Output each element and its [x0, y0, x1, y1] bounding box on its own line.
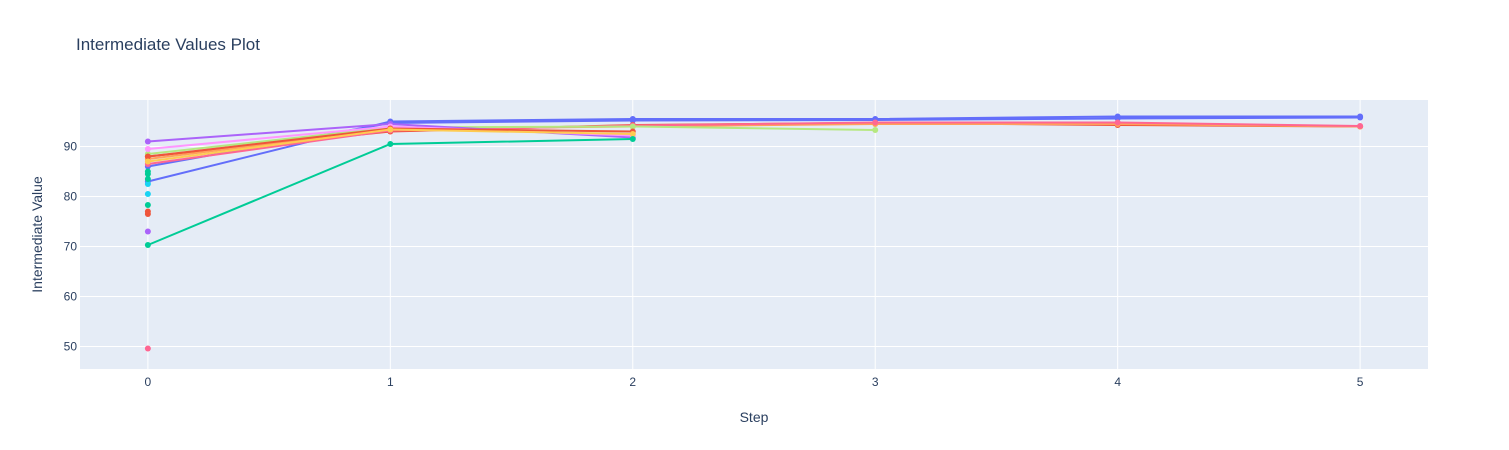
series-18: [144, 181, 151, 187]
y-tick-label: 80: [64, 190, 78, 204]
data-point[interactable]: [144, 202, 151, 208]
data-point[interactable]: [144, 146, 151, 152]
data-point[interactable]: [629, 117, 636, 124]
data-point[interactable]: [144, 168, 151, 175]
x-tick-label: 5: [1357, 375, 1364, 389]
y-tick-label: 50: [64, 340, 78, 354]
data-point[interactable]: [387, 141, 394, 147]
data-point[interactable]: [1357, 114, 1364, 121]
data-point[interactable]: [144, 181, 151, 187]
x-axis-title: Step: [740, 409, 769, 425]
series-line: [147, 125, 876, 155]
data-point[interactable]: [144, 228, 151, 235]
data-point[interactable]: [144, 138, 151, 145]
series-layer: [144, 113, 1364, 352]
grid-lines: [80, 100, 1428, 369]
data-point[interactable]: [144, 208, 151, 215]
series-21: [144, 168, 151, 175]
data-point[interactable]: [1357, 123, 1364, 129]
series-12: [144, 345, 151, 352]
data-point[interactable]: [629, 131, 636, 137]
x-tick-label: 0: [145, 375, 152, 389]
data-point[interactable]: [144, 242, 151, 248]
chart-title: Intermediate Values Plot: [76, 35, 260, 54]
series-19: [144, 176, 151, 182]
y-axis-title: Intermediate Value: [29, 176, 45, 293]
data-point[interactable]: [144, 176, 151, 182]
tick-labels: 0 1 2 3 4 5 50 60 70 80 90: [64, 140, 1364, 390]
series-17: [144, 191, 151, 197]
data-point[interactable]: [144, 191, 151, 197]
series-13: [144, 228, 151, 235]
series-11: [144, 136, 636, 248]
plot-area: [80, 100, 1428, 369]
x-tick-label: 1: [387, 375, 394, 389]
data-point[interactable]: [629, 123, 636, 130]
x-tick-label: 4: [1114, 375, 1121, 389]
series-15: [144, 208, 151, 215]
data-point[interactable]: [1114, 119, 1121, 126]
data-point[interactable]: [872, 127, 879, 133]
y-tick-label: 60: [64, 290, 78, 304]
series-10: [144, 126, 636, 165]
y-tick-label: 90: [64, 140, 78, 154]
data-point[interactable]: [872, 119, 879, 126]
data-point[interactable]: [144, 345, 151, 352]
x-tick-label: 3: [872, 375, 879, 389]
data-point[interactable]: [144, 153, 151, 160]
data-point[interactable]: [387, 126, 394, 133]
data-point[interactable]: [629, 136, 636, 142]
series-line: [147, 121, 1361, 165]
data-point[interactable]: [144, 158, 151, 165]
series-16: [144, 202, 151, 208]
x-tick-label: 2: [629, 375, 636, 389]
y-tick-label: 70: [64, 240, 78, 254]
